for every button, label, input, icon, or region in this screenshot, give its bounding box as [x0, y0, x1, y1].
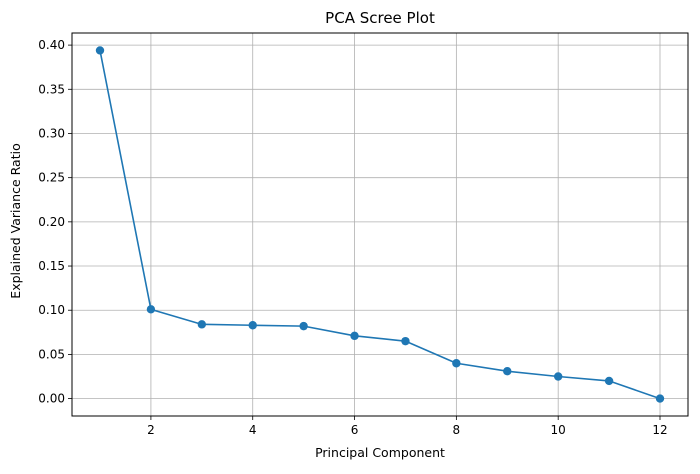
series-layer: [95, 46, 665, 403]
y-tick-label: 0.00: [38, 392, 65, 406]
y-axis-label: Explained Variance Ratio: [8, 143, 23, 298]
data-point: [553, 372, 563, 381]
series-line: [99, 50, 661, 400]
x-tick-label: 6: [351, 423, 359, 437]
x-axis-label: Principal Component: [315, 445, 445, 460]
grid-lines: [72, 33, 688, 416]
y-tick-label: 0.20: [38, 215, 65, 229]
data-point: [95, 46, 105, 55]
data-point: [299, 321, 308, 331]
data-point: [248, 321, 257, 330]
chart-title: PCA Scree Plot: [325, 9, 435, 27]
data-point: [401, 336, 410, 346]
y-tick-label: 0.30: [38, 126, 65, 140]
data-point: [146, 305, 156, 314]
data-point: [350, 331, 359, 341]
data-point: [604, 376, 614, 386]
y-tick-label: 0.35: [38, 82, 65, 96]
axis-ticks: 2 4 6 8 10 12 0.00 0.05 0.10 0.15 0.20 0.25 0.30 0.35…: [38, 38, 667, 437]
y-tick-label: 0.40: [38, 38, 65, 52]
x-tick-label: 10: [551, 423, 566, 437]
data-point: [655, 394, 665, 403]
x-tick-label: 4: [249, 423, 257, 437]
x-tick-label: 2: [147, 423, 155, 437]
x-tick-label: 12: [652, 423, 667, 437]
y-tick-label: 0.10: [38, 303, 65, 317]
data-point: [452, 359, 461, 368]
y-tick-label: 0.25: [38, 171, 65, 185]
y-tick-label: 0.05: [38, 347, 65, 361]
y-tick-label: 0.15: [38, 259, 65, 273]
data-point: [503, 366, 512, 376]
axes-frame: [71, 32, 689, 417]
data-point: [197, 320, 207, 329]
x-tick-label: 8: [453, 423, 461, 437]
